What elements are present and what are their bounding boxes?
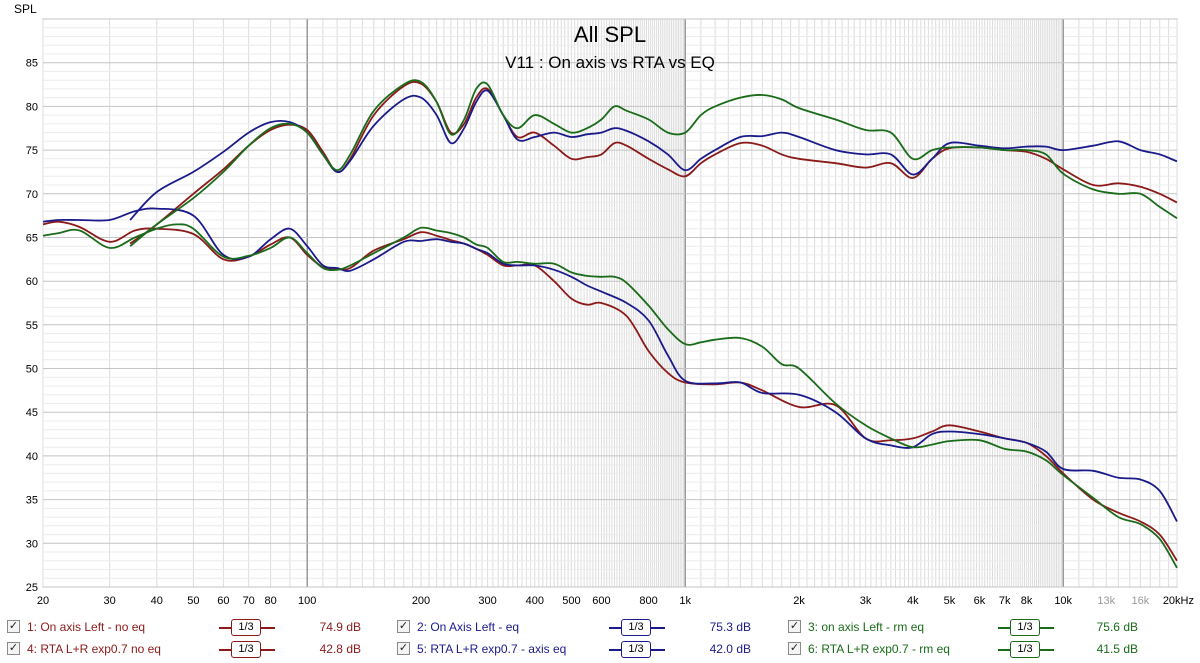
chart-title: All SPL [574, 22, 646, 47]
y-tick-label: 55 [26, 320, 38, 332]
smoothing-value: 1/3 [231, 619, 261, 636]
y-tick-labels: 25 30 35 40 45 50 55 60 65 70 75 80 85 [26, 58, 38, 594]
y-tick-label: 75 [26, 145, 38, 157]
x-tick-label: 60 [217, 595, 229, 607]
x-tick-label: 8k [1021, 595, 1033, 607]
smoothing-value: 1/3 [621, 641, 651, 658]
legend-series-value: 74.9 dB [319, 620, 361, 634]
x-tick-label: 7k [999, 595, 1011, 607]
smoothing-value: 1/3 [1010, 641, 1040, 658]
x-tick-label: 30 [103, 595, 115, 607]
x-tick-label: 600 [592, 595, 610, 607]
smoothing-control[interactable]: 1/3 [609, 640, 665, 658]
x-tick-label: 800 [639, 595, 657, 607]
y-tick-label: 50 [26, 364, 38, 376]
legend-checkbox[interactable]: ✓ [7, 620, 20, 633]
chart-subtitle: V11 : On axis vs RTA vs EQ [505, 53, 715, 72]
y-tick-label: 60 [26, 276, 38, 288]
x-tick-label: 5k [944, 595, 956, 607]
smoothing-control[interactable]: 1/3 [219, 640, 275, 658]
minor-grid [42, 19, 1178, 587]
x-tick-label: 100 [298, 595, 316, 607]
legend-checkbox[interactable]: ✓ [788, 620, 801, 633]
smoothing-control[interactable]: 1/3 [998, 640, 1054, 658]
series-lines [42, 79, 1178, 569]
y-tick-label: 30 [26, 538, 38, 550]
y-tick-label: 65 [26, 233, 38, 245]
legend-checkbox[interactable]: ✓ [788, 642, 801, 655]
y-tick-label: 25 [26, 582, 38, 594]
major-grid [43, 18, 1177, 588]
x-tick-label: 6k [974, 595, 986, 607]
x-tick-label: 1k [679, 595, 691, 607]
x-tick-label: 20 [37, 595, 49, 607]
x-tick-label: 40 [151, 595, 163, 607]
legend-series-name: 6: RTA L+R exp0.7 - rm eq [808, 642, 950, 656]
legend-series-name: 4: RTA L+R exp0.7 no eq [27, 642, 161, 656]
x-tick-label: 10k [1054, 595, 1072, 607]
legend-checkbox[interactable]: ✓ [397, 620, 410, 633]
legend-series-value: 75.3 dB [709, 620, 751, 634]
x-tick-label: 16k [1132, 595, 1150, 607]
x-tick-label: 13k [1097, 595, 1115, 607]
y-tick-label: 45 [26, 407, 38, 419]
legend-series-name: 3: on axis Left - rm eq [808, 620, 925, 634]
x-tick-label: 400 [526, 595, 544, 607]
legend-series-value: 42.0 dB [709, 642, 751, 656]
legend-series-name: 5: RTA L+R exp0.7 - axis eq [417, 642, 567, 656]
legend-series-name: 2: On Axis Left - eq [417, 620, 520, 634]
y-tick-label: 40 [26, 451, 38, 463]
y-tick-label: 85 [26, 58, 38, 70]
x-tick-label: 70 [243, 595, 255, 607]
x-tick-label: 500 [562, 595, 580, 607]
smoothing-control[interactable]: 1/3 [219, 618, 275, 636]
y-tick-label: 35 [26, 495, 38, 507]
x-tick-label: 3k [860, 595, 872, 607]
y-tick-label: 70 [26, 189, 38, 201]
smoothing-value: 1/3 [621, 619, 651, 636]
smoothing-value: 1/3 [231, 641, 261, 658]
y-axis-label: SPL [14, 2, 37, 16]
x-tick-labels: 20 30 40 50 60 70 80 100 200 300 400 500 600 800 1k 2k 3… [37, 595, 1194, 607]
x-tick-label: 4k [907, 595, 919, 607]
x-tick-label: 200 [412, 595, 430, 607]
smoothing-control[interactable]: 1/3 [998, 618, 1054, 636]
x-tick-label: 80 [264, 595, 276, 607]
legend-series-name: 1: On axis Left - no eq [27, 620, 146, 634]
legend-checkbox[interactable]: ✓ [397, 642, 410, 655]
series-line-1 [42, 220, 1178, 562]
x-tick-label: 2k [793, 595, 805, 607]
x-tick-label: 300 [478, 595, 496, 607]
series-line-6 [42, 223, 1178, 569]
legend-series-value: 42.8 dB [319, 642, 361, 656]
smoothing-control[interactable]: 1/3 [609, 618, 665, 636]
y-tick-label: 80 [26, 101, 38, 113]
series-line-5 [42, 207, 1178, 522]
legend-series-value: 75.6 dB [1096, 620, 1138, 634]
x-tick-label: 50 [187, 595, 199, 607]
plot-area [42, 18, 1178, 588]
x-tick-label: 20kHz [1163, 595, 1194, 607]
smoothing-value: 1/3 [1010, 619, 1040, 636]
series-line-3 [129, 79, 1178, 247]
legend-checkbox[interactable]: ✓ [7, 642, 20, 655]
legend: ✓ 1: On axis Left - no eq 1/3 74.9 dB ✓ … [0, 612, 1200, 662]
spl-chart: 25 30 35 40 45 50 55 60 65 70 75 80 85 20 30 40 50 60 70 8… [14, 2, 1194, 607]
legend-series-value: 41.5 dB [1096, 642, 1138, 656]
